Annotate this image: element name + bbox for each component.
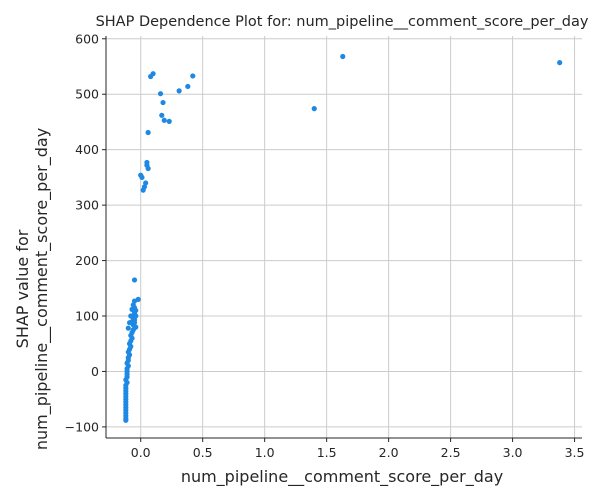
x-tick-label-1: 0.5 bbox=[193, 445, 213, 460]
y-axis-ticks: −100 0 100 200 300 400 500 600 bbox=[65, 31, 106, 434]
scatter-point-7 bbox=[161, 117, 167, 123]
y-tick-label-2: 100 bbox=[75, 309, 99, 324]
y-tick-label-3: 200 bbox=[75, 253, 99, 268]
scatter-point-12 bbox=[148, 73, 154, 80]
scatter-point-19 bbox=[140, 187, 146, 193]
scatter-point-4 bbox=[185, 83, 191, 90]
y-tick-label-6: 500 bbox=[75, 87, 99, 102]
scatter-point-9 bbox=[160, 99, 166, 106]
y-tick-label-0: −100 bbox=[65, 419, 99, 434]
y-axis-label-line-1: SHAP value for bbox=[13, 229, 32, 348]
scatter-point-13 bbox=[145, 129, 151, 136]
scatter-point-5 bbox=[176, 88, 182, 94]
scatter-point-16 bbox=[144, 159, 150, 166]
axis-spines bbox=[105, 36, 582, 439]
scatter-point-68 bbox=[123, 417, 129, 423]
x-tick-label-5: 2.5 bbox=[441, 445, 461, 460]
scatter-points bbox=[123, 53, 563, 423]
y-tick-label-4: 300 bbox=[75, 198, 99, 213]
scatter-point-0 bbox=[557, 60, 563, 66]
grid-lines bbox=[106, 36, 582, 438]
x-axis-label: num_pipeline__comment_score_per_day bbox=[181, 467, 503, 487]
y-axis-label: SHAP value for num_pipeline__comment_sco… bbox=[13, 128, 52, 450]
scatter-point-69 bbox=[130, 302, 136, 308]
scatter-point-10 bbox=[157, 91, 164, 97]
scatter-point-2 bbox=[311, 106, 317, 112]
x-tick-label-3: 1.5 bbox=[317, 445, 337, 460]
scatter-point-73 bbox=[125, 325, 131, 331]
scatter-point-6 bbox=[166, 118, 172, 124]
chart-title: SHAP Dependence Plot for: num_pipeline__… bbox=[96, 14, 589, 30]
scatter-point-70 bbox=[129, 306, 135, 312]
x-tick-label-0: 0.0 bbox=[131, 445, 151, 460]
x-tick-label-6: 3.0 bbox=[503, 445, 523, 460]
scatter-point-71 bbox=[128, 313, 134, 319]
scatter-point-3 bbox=[190, 73, 196, 79]
y-axis-label-line-2: num_pipeline__comment_score_per_day bbox=[32, 128, 52, 450]
scatter-point-22 bbox=[131, 277, 138, 283]
x-tick-label-2: 1.0 bbox=[255, 445, 275, 460]
x-tick-label-7: 3.5 bbox=[565, 445, 585, 460]
scatter-point-72 bbox=[126, 320, 133, 326]
scatter-point-1 bbox=[340, 53, 346, 60]
scatter-point-8 bbox=[159, 112, 165, 118]
y-tick-label-7: 600 bbox=[75, 31, 99, 46]
x-tick-label-4: 2.0 bbox=[379, 445, 399, 460]
x-axis-ticks: 0.0 0.5 1.0 1.5 2.0 2.5 3.0 3.5 bbox=[131, 438, 585, 460]
scatter-point-21 bbox=[138, 172, 144, 178]
y-tick-label-5: 400 bbox=[75, 142, 99, 157]
y-tick-label-1: 0 bbox=[91, 364, 99, 379]
